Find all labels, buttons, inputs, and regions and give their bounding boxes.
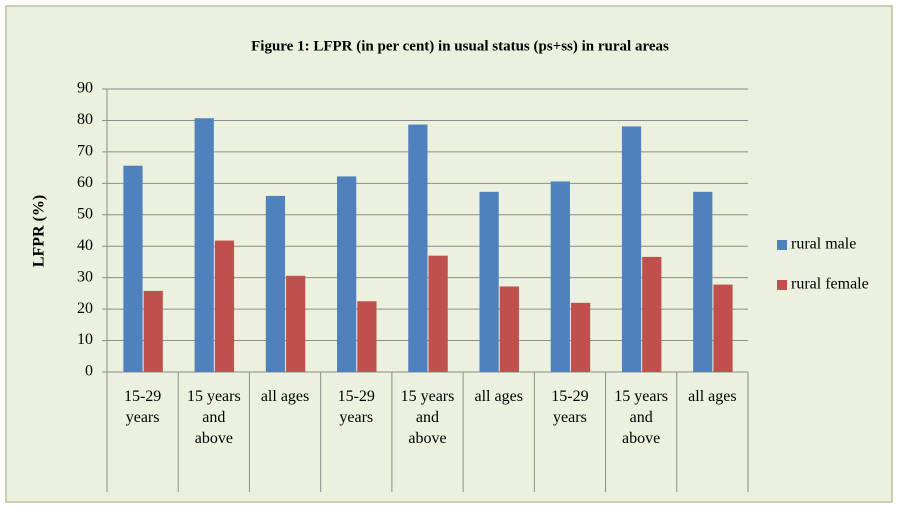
legend-label: rural male xyxy=(791,236,856,253)
bar xyxy=(693,191,713,372)
x-tick-label: 15-29 years xyxy=(551,388,589,426)
x-tick-label: 15-29 years xyxy=(123,388,162,426)
x-tick-label: 15 years and above xyxy=(614,388,669,447)
bar xyxy=(408,124,428,372)
bar xyxy=(499,286,519,372)
x-tick-label: all ages xyxy=(688,388,737,405)
bar xyxy=(550,181,570,372)
y-tick-label: 80 xyxy=(77,111,93,128)
x-tick-label: 15 years and above xyxy=(400,388,455,447)
bar xyxy=(428,255,448,372)
bar xyxy=(194,118,214,372)
bar xyxy=(123,165,143,372)
y-tick-label: 60 xyxy=(77,174,93,191)
legend-label: rural female xyxy=(791,276,869,293)
y-tick-label: 20 xyxy=(77,300,93,317)
legend-swatch xyxy=(777,240,787,250)
bar xyxy=(642,256,662,372)
x-tick-label: 15 years and above xyxy=(186,388,241,447)
y-tick-label: 90 xyxy=(77,80,93,97)
x-tick-label: 15-29 years xyxy=(337,388,375,426)
bar xyxy=(621,126,642,373)
chart-title: Figure 1: LFPR (in per cent) in usual st… xyxy=(251,38,669,54)
bar xyxy=(286,275,306,372)
bar xyxy=(265,195,286,372)
x-tick-label: all ages xyxy=(260,388,310,405)
bar xyxy=(479,191,499,372)
x-tick-label: all ages xyxy=(474,388,523,405)
bar xyxy=(357,301,377,372)
bar xyxy=(570,302,591,372)
y-axis-label: LFPR (%) xyxy=(31,195,48,267)
y-tick-label: 30 xyxy=(77,268,93,285)
y-tick-label: 0 xyxy=(85,363,93,380)
y-tick-label: 50 xyxy=(77,205,93,222)
bar xyxy=(143,290,163,372)
y-tick-label: 70 xyxy=(77,143,93,160)
bar xyxy=(214,240,235,372)
legend-swatch xyxy=(777,280,787,290)
bar xyxy=(337,176,357,372)
bar xyxy=(713,284,733,372)
y-tick-label: 10 xyxy=(77,331,93,348)
y-tick-label: 40 xyxy=(77,237,93,254)
